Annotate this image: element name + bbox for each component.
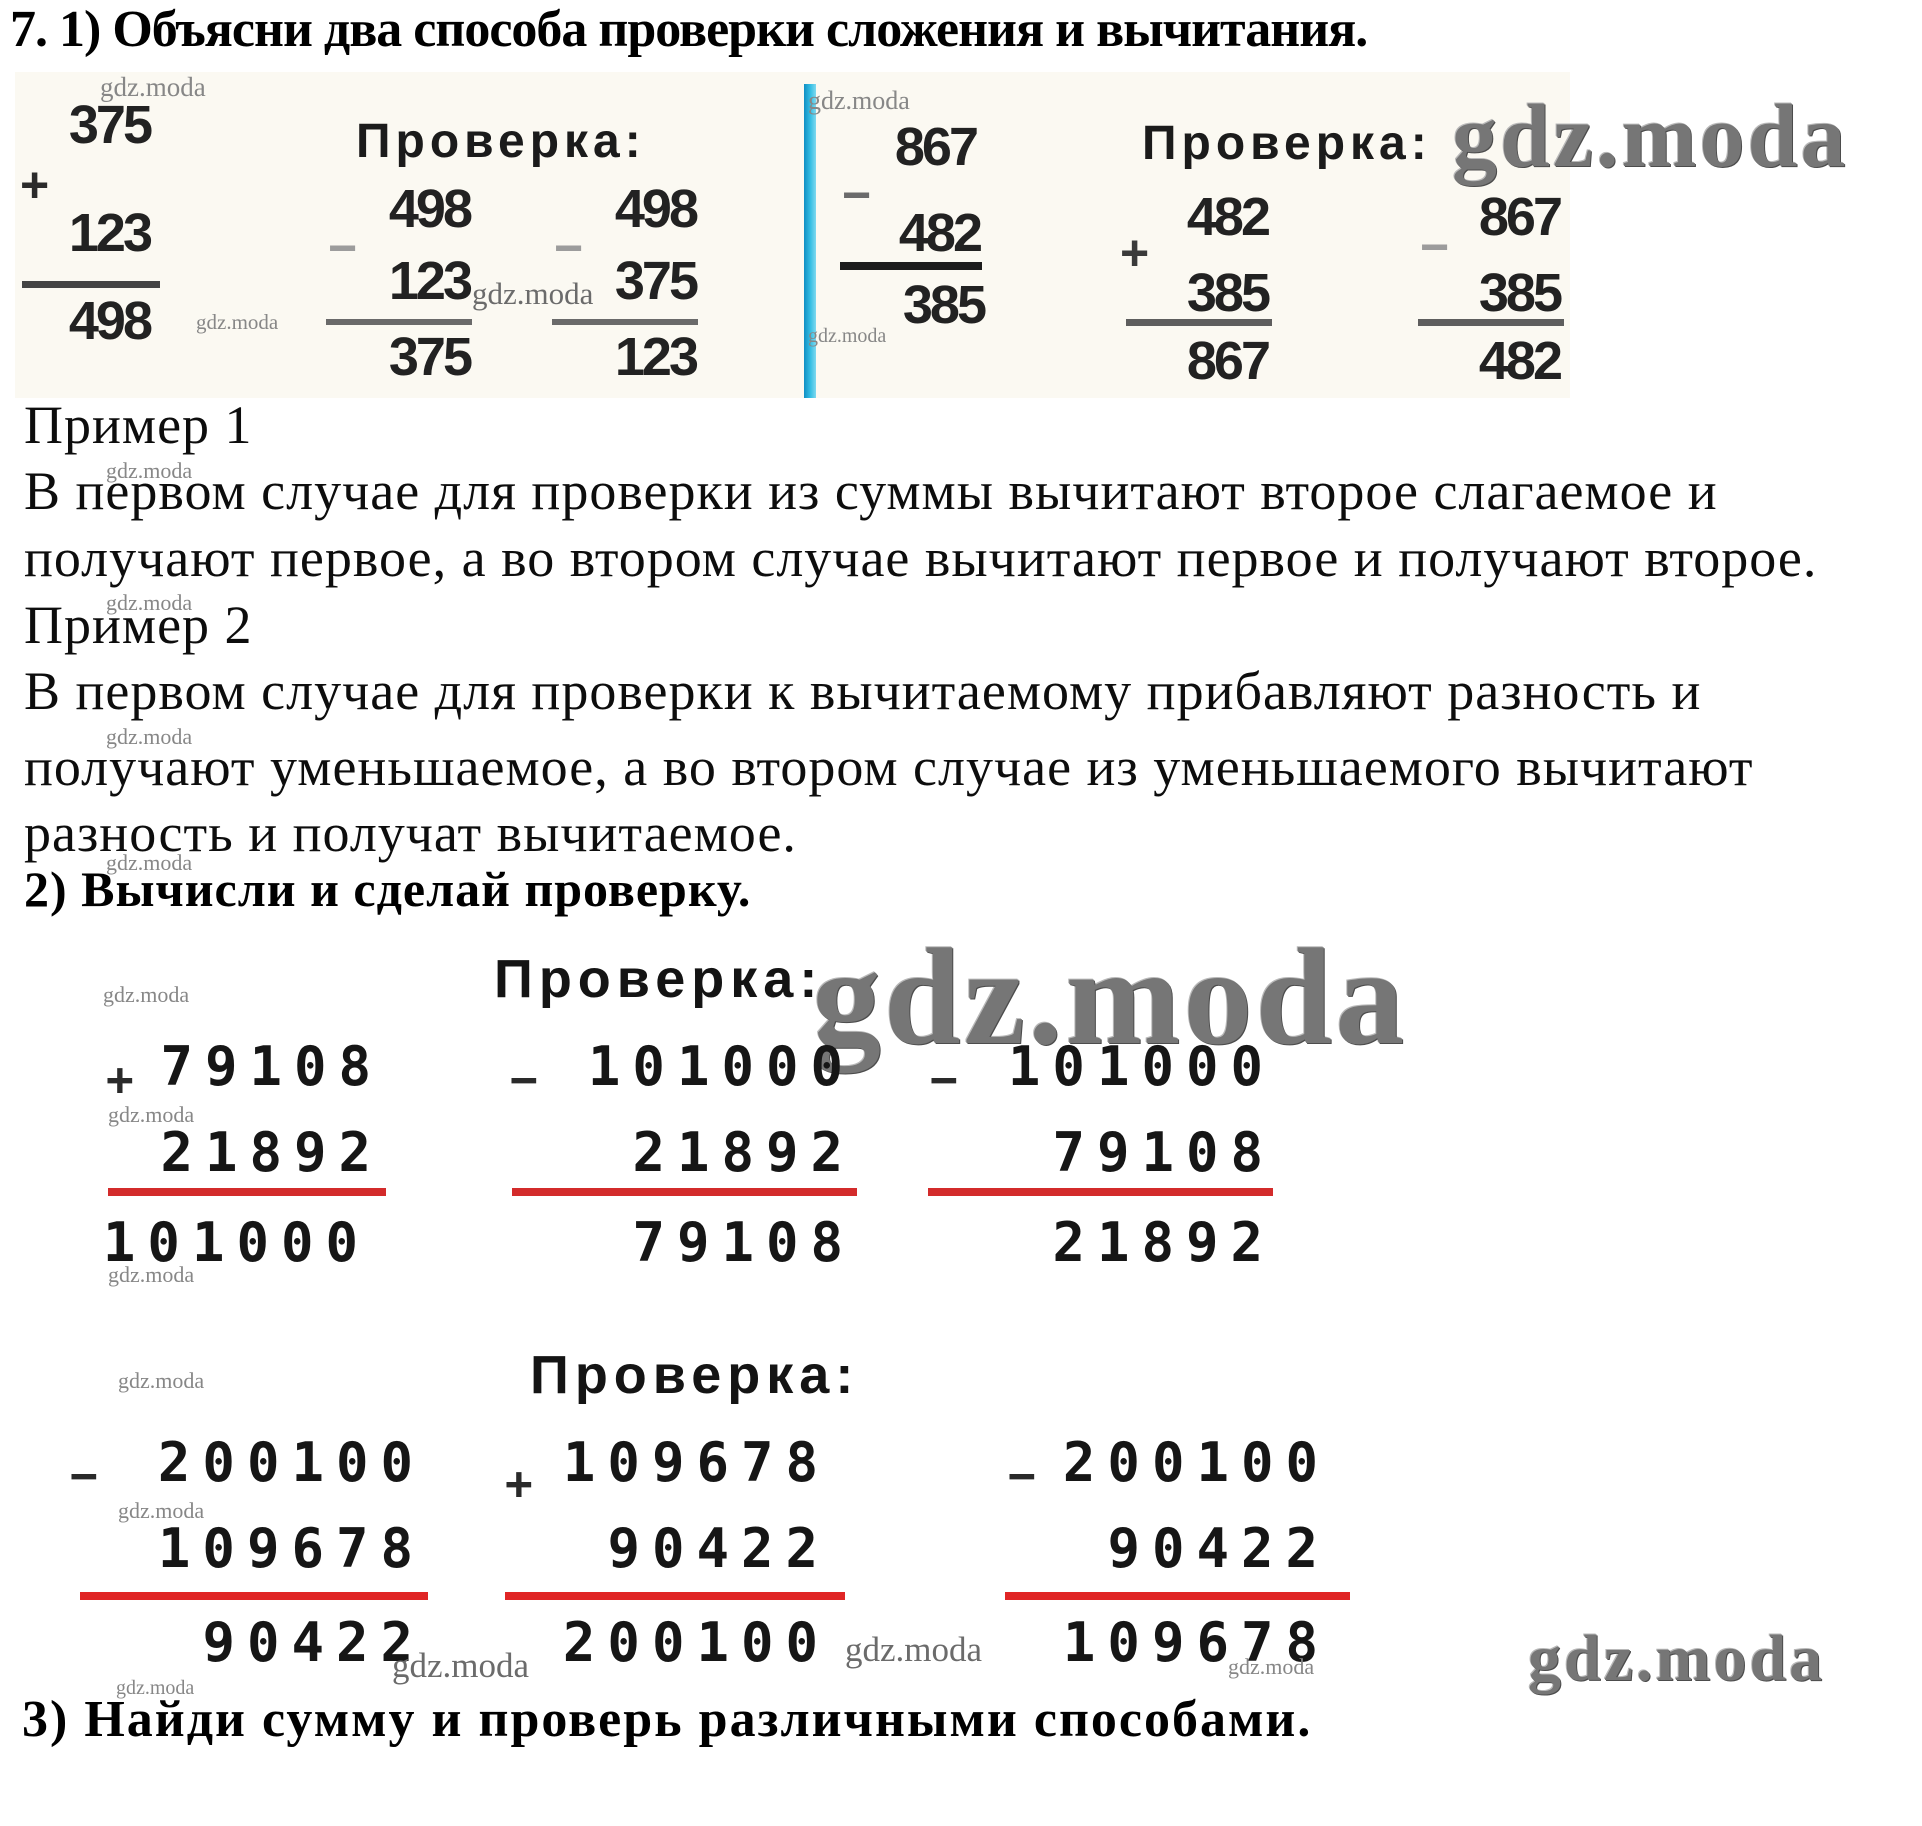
b1-problem-op: + bbox=[20, 157, 50, 213]
b3-problem-result: 101000 bbox=[102, 1211, 370, 1274]
scan-panel bbox=[15, 72, 1570, 398]
b1-check2-result: 123 bbox=[614, 327, 699, 387]
b2-problem-rule bbox=[840, 262, 982, 270]
watermark: gdz.moda bbox=[1528, 1622, 1826, 1695]
b4-check2-bottom: 90422 bbox=[1107, 1517, 1330, 1580]
b4-check2-op: − bbox=[1008, 1448, 1036, 1502]
watermark: gdz.moda bbox=[100, 72, 206, 102]
task3-heading: 3) Найди сумму и проверь различными спос… bbox=[22, 1691, 1313, 1748]
b4-problem-rule bbox=[80, 1592, 428, 1600]
watermark: gdz.moda bbox=[118, 1368, 205, 1393]
b2-problem-top: 867 bbox=[894, 117, 979, 177]
b2-check2-top: 867 bbox=[1478, 187, 1563, 247]
b3-check1-bottom: 21892 bbox=[632, 1121, 855, 1184]
b1-check2-op: − bbox=[554, 220, 584, 276]
b4-check1-top: 109678 bbox=[562, 1431, 830, 1494]
b1-check2-bottom: 375 bbox=[614, 251, 699, 311]
watermark: gdz.moda bbox=[1228, 1654, 1315, 1679]
watermark: gdz.moda bbox=[118, 1498, 205, 1523]
watermark: gdz.moda bbox=[108, 1262, 195, 1287]
b2-check1-result: 867 bbox=[1186, 331, 1271, 391]
b2-check2-rule bbox=[1418, 319, 1564, 326]
b4-check2-result: 109678 bbox=[1062, 1611, 1330, 1674]
b3-problem-rule bbox=[108, 1188, 386, 1196]
watermark: gdz.moda bbox=[808, 325, 887, 347]
b1-check2-rule bbox=[552, 319, 698, 325]
watermark: gdz.moda bbox=[106, 850, 193, 875]
b3-check1-rule bbox=[512, 1188, 857, 1196]
watermark: gdz.moda bbox=[392, 1646, 530, 1685]
b2-check2-result: 482 bbox=[1478, 331, 1563, 391]
b4-check1-rule bbox=[505, 1592, 845, 1600]
b4-check1-bottom: 90422 bbox=[607, 1517, 830, 1580]
watermark: gdz.moda bbox=[106, 590, 193, 615]
b3-check1-top: 101000 bbox=[587, 1035, 855, 1098]
b1-check1-top: 498 bbox=[388, 179, 473, 239]
b1-problem-rule bbox=[22, 281, 160, 288]
check-heading-4: Проверка: bbox=[530, 1345, 860, 1405]
task2-heading: 2) Вычисли и сделай проверку. bbox=[24, 861, 752, 917]
page-title: 7. 1) Объясни два способа проверки сложе… bbox=[10, 1, 1368, 58]
example2-line1: В первом случае для проверки к вычитаемо… bbox=[24, 661, 1702, 721]
example1-label: Пример 1 bbox=[24, 395, 253, 455]
watermark: gdz.moda bbox=[808, 86, 910, 115]
check-heading-1: Проверка: bbox=[356, 115, 646, 168]
b2-check1-rule bbox=[1126, 319, 1272, 326]
example2-label: Пример 2 bbox=[24, 595, 253, 655]
b2-check1-top: 482 bbox=[1186, 187, 1271, 247]
b2-check2-bottom: 385 bbox=[1478, 263, 1563, 323]
example2-line3: разность и получат вычитаемое. bbox=[24, 803, 797, 863]
example1-line1: В первом случае для проверки из суммы вы… bbox=[24, 461, 1718, 521]
b1-problem-result: 498 bbox=[68, 291, 153, 351]
watermark: gdz.moda bbox=[1452, 87, 1849, 186]
watermark: gdz.moda bbox=[108, 1102, 195, 1127]
b1-problem-top: 375 bbox=[68, 95, 153, 155]
b1-check2-top: 498 bbox=[614, 179, 699, 239]
watermark: gdz.moda bbox=[196, 310, 279, 334]
b3-check2-top: 101000 bbox=[1007, 1035, 1275, 1098]
b2-problem-op: − bbox=[842, 167, 872, 223]
watermark: gdz.moda bbox=[845, 1630, 983, 1669]
b4-check2-top: 200100 bbox=[1062, 1431, 1330, 1494]
watermark: gdz.moda bbox=[116, 1677, 195, 1699]
watermark: gdz.moda bbox=[103, 982, 190, 1007]
b1-check1-op: − bbox=[328, 220, 358, 276]
b2-check2-op: − bbox=[1420, 219, 1450, 275]
b1-check1-result: 375 bbox=[388, 327, 473, 387]
b3-check2-result: 21892 bbox=[1052, 1211, 1275, 1274]
b4-check1-op: + bbox=[505, 1456, 533, 1510]
check-heading-2: Проверка: bbox=[1142, 117, 1432, 170]
b1-check1-bottom: 123 bbox=[388, 251, 473, 311]
watermark: gdz.moda bbox=[106, 724, 193, 749]
b2-check1-bottom: 385 bbox=[1186, 263, 1271, 323]
check-heading-3: Проверка: bbox=[494, 949, 824, 1009]
b3-check2-rule bbox=[928, 1188, 1273, 1196]
b3-problem-op: + bbox=[106, 1052, 134, 1106]
b3-check2-bottom: 79108 bbox=[1052, 1121, 1275, 1184]
b1-problem-bottom: 123 bbox=[68, 203, 153, 263]
b4-problem-op: − bbox=[70, 1448, 98, 1502]
watermark: gdz.moda bbox=[472, 276, 594, 311]
b2-problem-result: 385 bbox=[902, 275, 987, 335]
b2-problem-bottom: 482 bbox=[898, 203, 983, 263]
example2-line2: получают уменьшаемое, а во втором случае… bbox=[24, 737, 1754, 797]
b4-problem-top: 200100 bbox=[157, 1431, 425, 1494]
b3-problem-top: 79108 bbox=[160, 1035, 383, 1098]
b4-check2-rule bbox=[1005, 1592, 1350, 1600]
b1-check1-rule bbox=[326, 319, 472, 325]
example1-line2: получают первое, а во втором случае вычи… bbox=[24, 528, 1818, 588]
watermark: gdz.moda bbox=[106, 458, 193, 483]
b2-check1-op: + bbox=[1120, 225, 1150, 281]
b3-problem-bottom: 21892 bbox=[160, 1121, 383, 1184]
blue-divider bbox=[804, 84, 816, 398]
b3-check1-op: − bbox=[510, 1052, 538, 1106]
b4-problem-bottom: 109678 bbox=[157, 1517, 425, 1580]
watermark: gdz.moda bbox=[812, 920, 1408, 1073]
b3-check1-result: 79108 bbox=[632, 1211, 855, 1274]
b4-problem-result: 90422 bbox=[202, 1611, 425, 1674]
b3-check2-op: − bbox=[930, 1052, 958, 1106]
b4-check1-result: 200100 bbox=[562, 1611, 830, 1674]
